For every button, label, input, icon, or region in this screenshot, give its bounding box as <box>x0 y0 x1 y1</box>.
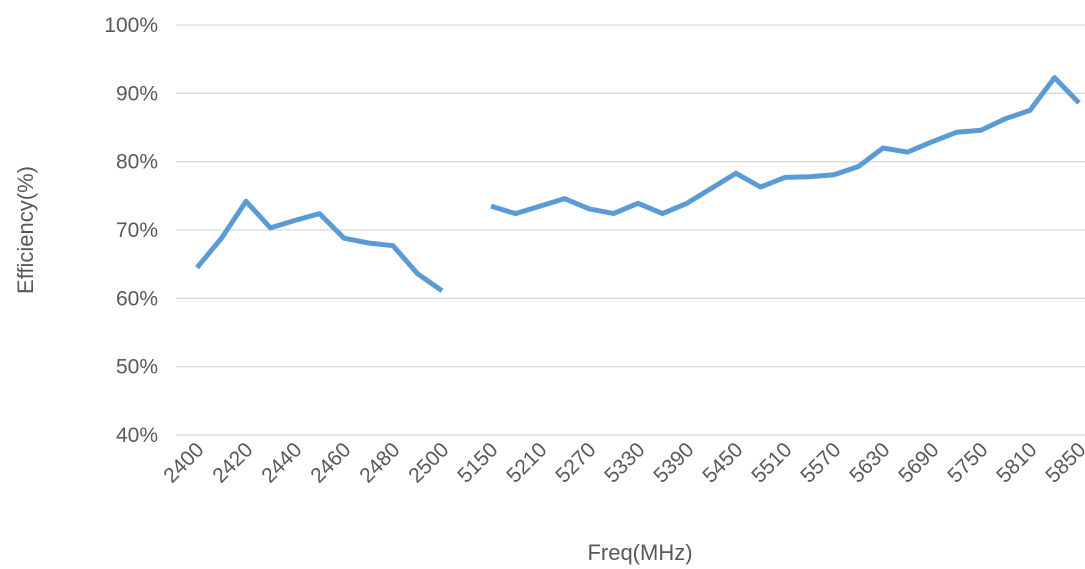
x-tick-label: 5510 <box>747 438 796 487</box>
x-tick-label: 5390 <box>649 438 698 487</box>
x-axis-title: Freq(MHz) <box>587 540 692 565</box>
x-tick-label: 2440 <box>257 438 306 487</box>
x-tick-label: 5810 <box>992 438 1041 487</box>
x-tick-label: 5270 <box>551 438 600 487</box>
y-tick-label: 80% <box>116 151 158 174</box>
series-line-segment <box>195 198 444 293</box>
x-tick-label: 5570 <box>796 438 845 487</box>
x-tick-label: 2500 <box>404 438 453 487</box>
x-tick-label: 5210 <box>502 438 551 487</box>
x-tick-label: 2460 <box>306 438 355 487</box>
y-tick-label: 70% <box>116 219 158 242</box>
x-tick-label: 5450 <box>698 438 747 487</box>
y-axis-tick-labels: 40% 50% 60% 70% 80% 90% 100% <box>104 14 158 447</box>
x-tick-label: 5630 <box>845 438 894 487</box>
gridlines <box>176 24 1085 436</box>
y-tick-label: 90% <box>116 82 158 105</box>
y-tick-label: 60% <box>116 287 158 310</box>
series-line-segment <box>490 75 1081 217</box>
x-tick-label: 2400 <box>159 438 208 487</box>
x-tick-label: 5150 <box>453 438 502 487</box>
x-tick-label: 5750 <box>943 438 992 487</box>
y-tick-label: 100% <box>104 14 158 37</box>
y-tick-label: 40% <box>116 424 158 447</box>
x-tick-label: 5690 <box>894 438 943 487</box>
y-axis-title: Efficiency(%) <box>13 166 38 294</box>
series-lines <box>195 75 1081 293</box>
y-tick-label: 50% <box>116 356 158 379</box>
x-tick-label: 2420 <box>208 438 257 487</box>
x-tick-label: 5850 <box>1041 438 1085 487</box>
x-tick-label: 2480 <box>355 438 404 487</box>
x-axis-tick-labels: 2400 2420 2440 2460 2480 2500 5150 5210 5270 5330… <box>159 438 1085 487</box>
x-tick-label: 5330 <box>600 438 649 487</box>
